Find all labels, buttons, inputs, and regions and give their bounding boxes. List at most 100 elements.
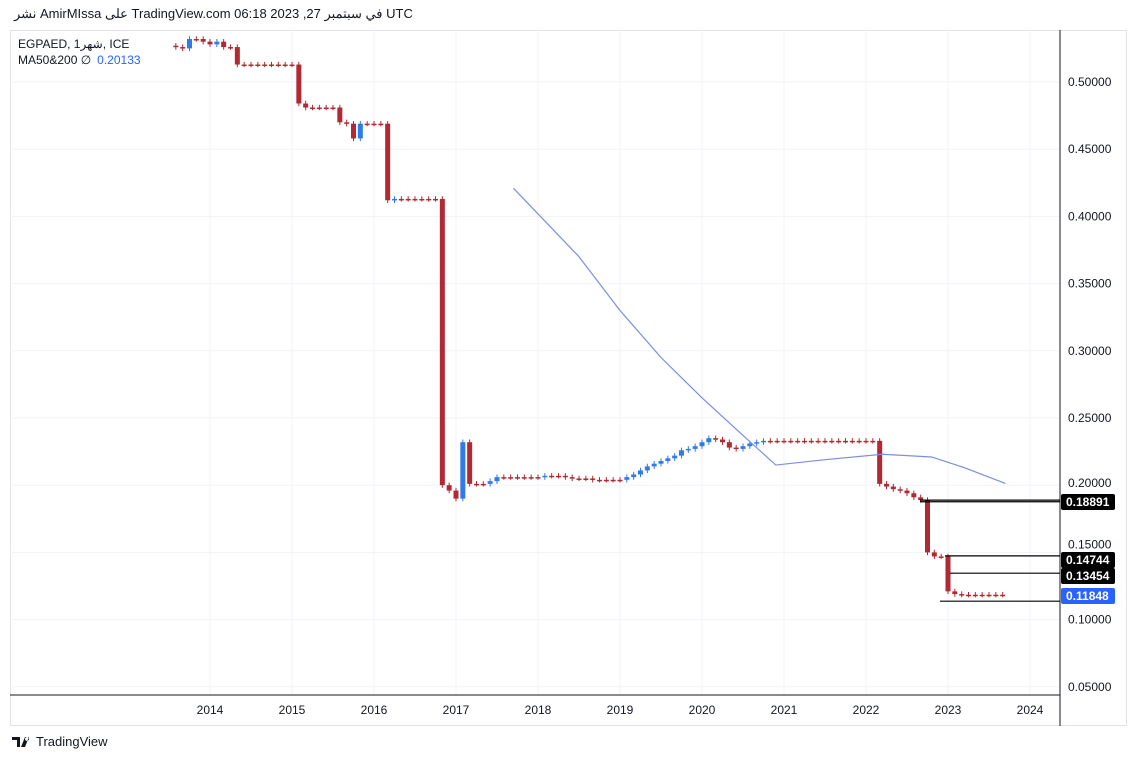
y-tick-label: 0.35000	[1068, 277, 1112, 291]
candle-body	[501, 477, 507, 479]
candle-body	[644, 466, 650, 471]
indicator-name[interactable]: MA50&200	[18, 53, 78, 67]
candle-body	[446, 485, 452, 491]
candle-body	[904, 490, 910, 494]
last-price-label: 0.11848	[1066, 589, 1109, 603]
candle-body	[453, 490, 459, 499]
x-tick-label: 2019	[607, 703, 634, 717]
candle-body	[733, 447, 739, 450]
candle-body	[918, 497, 924, 500]
candle-body	[603, 479, 609, 482]
candle-body	[706, 438, 712, 443]
price-label-bg	[1061, 552, 1115, 568]
candle-body	[747, 443, 753, 447]
candle-body	[275, 64, 281, 67]
price-label: 0.14744	[1066, 553, 1110, 567]
candle-body	[911, 493, 917, 498]
candle-body	[180, 47, 186, 49]
candle-body	[214, 41, 220, 45]
candle-body	[569, 477, 575, 479]
x-tick-label: 2020	[689, 703, 716, 717]
candle-body	[890, 486, 896, 490]
publish-caption: نشر AmirMIssa على TradingView.com 06:18 …	[14, 6, 413, 21]
candle-body	[849, 440, 855, 443]
candle-body	[938, 556, 944, 558]
x-tick-label: 2016	[361, 703, 388, 717]
candle-body	[337, 107, 343, 123]
candle-body	[685, 448, 691, 451]
candle-body	[692, 446, 698, 449]
indicator-value: 0.20133	[97, 53, 141, 67]
candle-body	[480, 483, 486, 486]
candle-body	[405, 198, 411, 201]
candle-body	[207, 41, 213, 45]
candle-body	[925, 499, 930, 553]
candle-body	[617, 479, 623, 482]
candle-body	[877, 440, 883, 484]
candle-body	[310, 107, 315, 110]
candle-body	[931, 552, 937, 557]
candle-body	[412, 198, 418, 201]
candle-body	[467, 442, 473, 484]
y-tick-label: 0.20000	[1068, 476, 1112, 490]
candle-body	[651, 463, 657, 467]
candle-body	[966, 594, 971, 597]
candle-body	[863, 440, 869, 443]
candle-body	[952, 591, 958, 595]
candle-body	[474, 483, 479, 486]
candle-body	[351, 123, 356, 139]
candle-body	[398, 198, 404, 201]
moving-average-line	[512, 187, 1006, 485]
candle-body	[761, 440, 766, 443]
last-price-label-bg	[1061, 588, 1115, 604]
candle-body	[562, 475, 568, 478]
symbol-label[interactable]: EGPAED, 1شهر, ICE	[18, 37, 130, 51]
y-tick-label: 0.10000	[1068, 613, 1112, 627]
chart-frame	[10, 30, 1127, 726]
candle-body	[323, 107, 329, 110]
price-label-bg	[1061, 568, 1115, 584]
y-tick-label: 0.25000	[1068, 411, 1112, 425]
candle-body	[508, 477, 514, 479]
candle-body	[248, 64, 254, 67]
candle-body	[296, 64, 302, 104]
candle-body	[439, 198, 445, 486]
candle-body	[515, 477, 520, 479]
x-tick-label: 2022	[853, 703, 880, 717]
candle-body	[945, 556, 951, 592]
candle-body	[528, 477, 534, 479]
candle-body	[979, 594, 985, 597]
candle-body	[726, 442, 732, 448]
candle-body	[713, 438, 719, 440]
brand-name: TradingView	[36, 734, 108, 749]
x-tick-label: 2018	[525, 703, 552, 717]
candle-body	[330, 107, 336, 110]
candle-body	[822, 440, 828, 443]
tradingview-logo[interactable]: TradingView	[12, 734, 108, 749]
x-tick-label: 2023	[935, 703, 962, 717]
candle-body	[187, 38, 192, 49]
candle-body	[788, 440, 794, 443]
candle-body	[638, 470, 643, 475]
candle-body	[665, 458, 671, 462]
candle-body	[993, 594, 999, 597]
y-tick-label: 0.40000	[1068, 209, 1112, 223]
price-label: 0.13454	[1066, 569, 1110, 583]
candle-body	[316, 107, 322, 110]
candle-body	[590, 478, 596, 480]
candle-body	[658, 461, 664, 464]
candle-body	[549, 475, 555, 478]
candle-body	[433, 198, 438, 201]
y-tick-label: 0.05000	[1068, 680, 1112, 694]
candle-body	[610, 479, 616, 482]
candle-body	[856, 440, 862, 443]
candle-body	[972, 594, 978, 597]
candle-body	[228, 47, 233, 49]
candle-body	[754, 442, 760, 444]
candle-body	[808, 440, 814, 443]
candle-body	[289, 64, 295, 67]
candle-body	[392, 198, 397, 201]
y-tick-label: 0.30000	[1068, 344, 1112, 358]
candle-body	[269, 64, 274, 67]
